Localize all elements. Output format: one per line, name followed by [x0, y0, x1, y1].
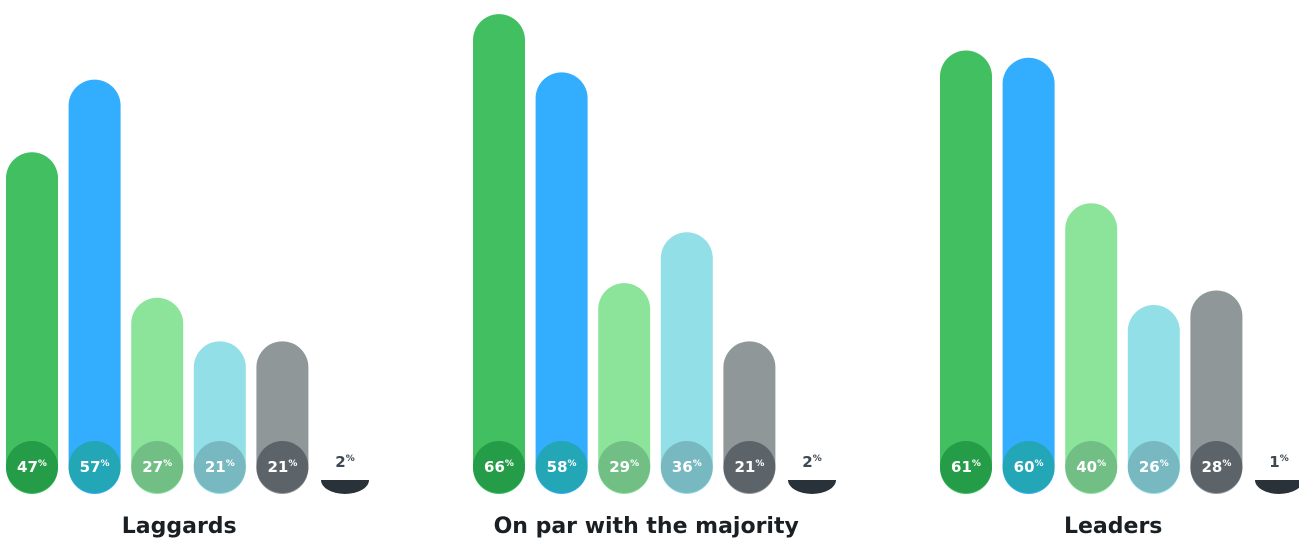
group-label-2: On par with the majority	[494, 514, 799, 539]
bar-g3-s1	[940, 50, 992, 494]
value-badge-g3-s1	[940, 441, 992, 493]
value-badge-g1-s3	[131, 441, 184, 493]
data-label-g1-s6: 2%	[335, 453, 354, 471]
bar-g2-s4	[660, 232, 713, 494]
bar-g2-s1	[473, 14, 525, 495]
group-label-3: Leaders	[1064, 514, 1162, 539]
value-badge-g1-s5	[256, 441, 309, 493]
value-badge-g2-s1	[473, 441, 525, 493]
value-badge-g3-s5	[1190, 441, 1243, 493]
value-badge-g1-s1	[6, 441, 58, 493]
bar-g2-s2	[535, 72, 588, 494]
value-badge-g3-s2	[1002, 441, 1055, 493]
value-badge-g1-s2	[68, 441, 121, 493]
bar-g1-s6	[321, 480, 369, 494]
value-badge-g3-s4	[1127, 441, 1180, 493]
bar-g3-s5	[1190, 290, 1243, 494]
bar-g3-s6	[1255, 480, 1299, 494]
bar-g1-s1	[6, 152, 58, 494]
value-badge-g3-s3	[1065, 441, 1118, 493]
bar-g2-s6	[788, 480, 836, 494]
value-badge-g2-s5	[723, 441, 776, 493]
value-badge-g2-s3	[598, 441, 651, 493]
data-label-g3-s6: 1%	[1269, 453, 1288, 471]
bar-g3-s2	[1002, 57, 1055, 495]
value-badge-g2-s4	[660, 441, 713, 493]
bar-g1-s2	[68, 79, 121, 495]
value-badge-g2-s2	[535, 441, 588, 493]
bar-g2-s3	[598, 283, 651, 494]
value-badge-g1-s4	[193, 441, 246, 493]
bar-g3-s3	[1065, 203, 1118, 494]
data-label-g2-s6: 2%	[802, 453, 821, 471]
group-label-1: Laggards	[122, 514, 237, 539]
